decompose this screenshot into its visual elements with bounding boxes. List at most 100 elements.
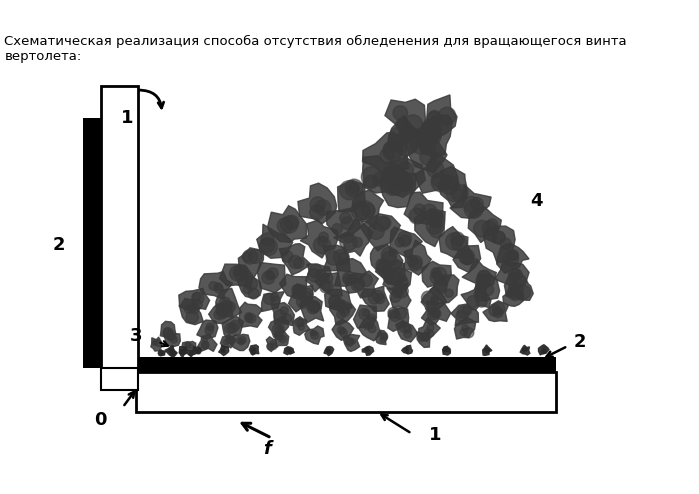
Circle shape: [343, 233, 353, 243]
Circle shape: [208, 325, 213, 331]
Circle shape: [265, 271, 274, 280]
Circle shape: [215, 284, 223, 293]
Text: Схематическая реализация способа отсутствия обледенения для вращающегося винта: Схематическая реализация способа отсутст…: [4, 35, 627, 48]
Circle shape: [170, 348, 174, 353]
Circle shape: [359, 309, 370, 320]
Circle shape: [271, 343, 277, 350]
Polygon shape: [182, 341, 196, 352]
Circle shape: [368, 325, 376, 333]
Circle shape: [398, 162, 413, 178]
Circle shape: [380, 337, 385, 343]
Circle shape: [288, 350, 291, 354]
Polygon shape: [520, 345, 530, 355]
Circle shape: [361, 166, 382, 187]
Circle shape: [445, 289, 453, 297]
Circle shape: [486, 349, 490, 353]
Circle shape: [476, 275, 487, 286]
Polygon shape: [453, 246, 481, 273]
Circle shape: [338, 301, 351, 313]
Polygon shape: [323, 245, 350, 272]
Circle shape: [479, 278, 489, 288]
Polygon shape: [158, 350, 166, 356]
Circle shape: [410, 255, 422, 269]
Circle shape: [390, 127, 409, 146]
Circle shape: [183, 349, 186, 352]
Polygon shape: [419, 318, 440, 341]
Polygon shape: [160, 321, 176, 340]
Circle shape: [315, 270, 327, 282]
Polygon shape: [284, 347, 294, 355]
Circle shape: [399, 235, 411, 247]
Circle shape: [310, 205, 324, 219]
Circle shape: [425, 329, 431, 335]
Circle shape: [405, 347, 409, 351]
Polygon shape: [389, 227, 422, 260]
Circle shape: [310, 197, 326, 212]
Circle shape: [361, 204, 375, 217]
Polygon shape: [324, 289, 352, 311]
Circle shape: [524, 347, 528, 351]
Polygon shape: [289, 284, 313, 312]
Circle shape: [388, 307, 399, 319]
Circle shape: [398, 231, 412, 245]
Circle shape: [282, 251, 293, 262]
Circle shape: [393, 106, 408, 120]
Circle shape: [278, 325, 284, 330]
Circle shape: [464, 200, 483, 218]
Circle shape: [223, 339, 229, 345]
Polygon shape: [404, 192, 443, 224]
Text: 0: 0: [94, 412, 107, 429]
Circle shape: [352, 279, 363, 291]
Polygon shape: [237, 276, 261, 298]
Circle shape: [431, 272, 442, 284]
Circle shape: [294, 258, 304, 268]
Circle shape: [322, 282, 331, 290]
Circle shape: [270, 341, 275, 345]
Circle shape: [243, 252, 252, 262]
Polygon shape: [468, 206, 501, 243]
Circle shape: [366, 350, 370, 354]
Circle shape: [261, 233, 274, 246]
Circle shape: [382, 264, 392, 275]
Circle shape: [405, 350, 408, 353]
Circle shape: [509, 250, 519, 260]
Circle shape: [311, 331, 319, 339]
Circle shape: [350, 339, 356, 344]
Circle shape: [248, 288, 259, 299]
Polygon shape: [197, 334, 217, 351]
Circle shape: [202, 341, 209, 349]
Polygon shape: [497, 244, 529, 273]
Circle shape: [352, 237, 363, 247]
Circle shape: [482, 221, 497, 236]
Circle shape: [341, 217, 354, 230]
Circle shape: [399, 125, 415, 142]
Circle shape: [470, 198, 484, 210]
Polygon shape: [461, 282, 491, 310]
Circle shape: [280, 307, 288, 315]
Circle shape: [171, 353, 174, 356]
Polygon shape: [261, 292, 284, 312]
Polygon shape: [179, 349, 186, 357]
Circle shape: [295, 319, 303, 327]
Circle shape: [296, 295, 310, 308]
Polygon shape: [494, 262, 529, 286]
Circle shape: [421, 119, 441, 139]
Circle shape: [428, 308, 440, 320]
Circle shape: [434, 278, 447, 291]
Circle shape: [248, 249, 262, 263]
Circle shape: [428, 111, 441, 123]
Circle shape: [327, 350, 331, 353]
Circle shape: [301, 288, 313, 300]
Circle shape: [247, 314, 256, 323]
Circle shape: [446, 185, 463, 202]
Circle shape: [477, 271, 490, 284]
Circle shape: [492, 231, 505, 244]
Circle shape: [431, 298, 438, 306]
Circle shape: [451, 232, 464, 246]
Polygon shape: [199, 272, 233, 299]
Polygon shape: [229, 334, 250, 351]
Circle shape: [160, 351, 163, 354]
Circle shape: [426, 218, 442, 234]
Circle shape: [189, 304, 199, 314]
Circle shape: [451, 184, 468, 202]
